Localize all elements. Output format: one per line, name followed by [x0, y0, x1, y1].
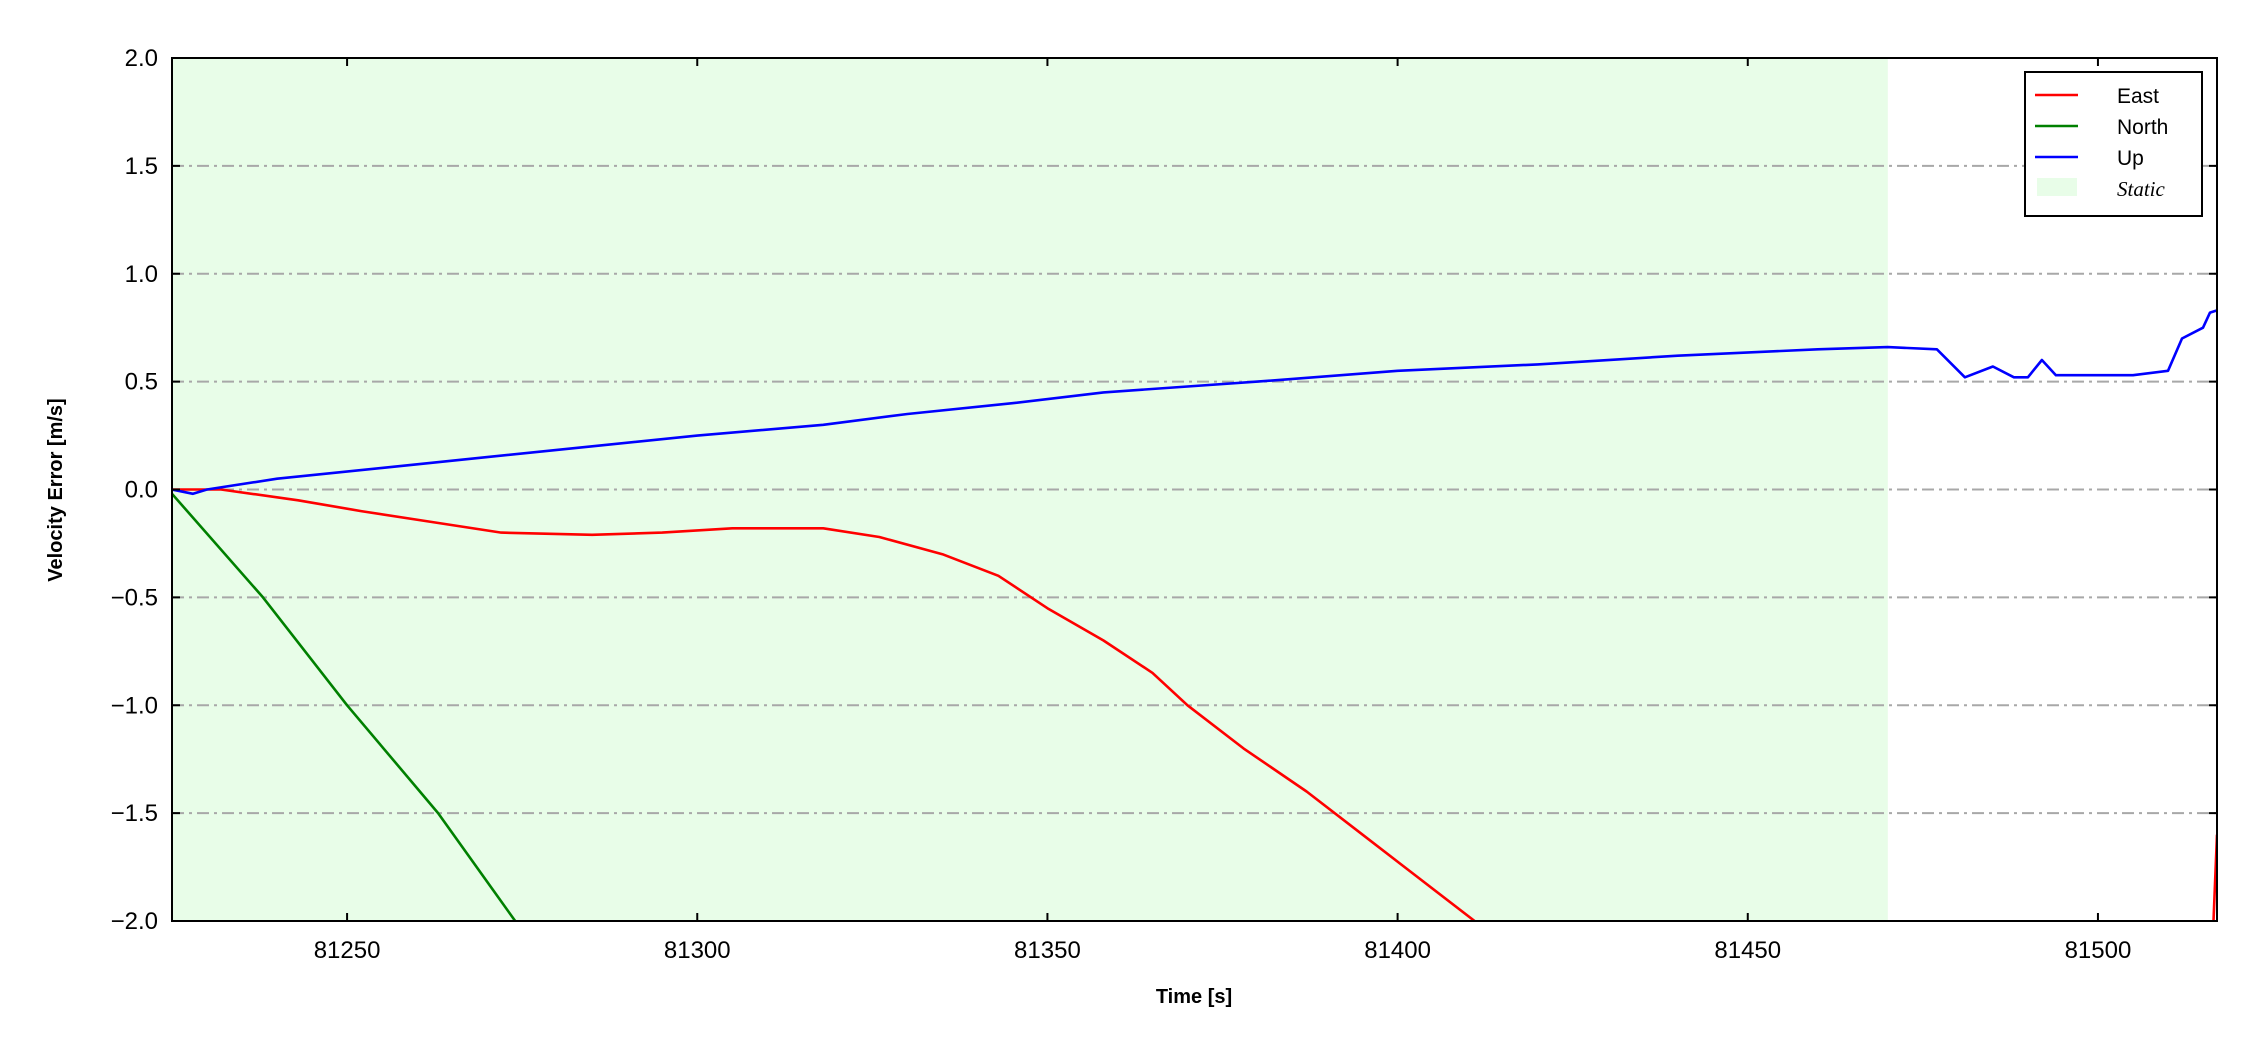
y-tick-label: 0.5 — [125, 369, 158, 396]
y-tick-label: 1.0 — [125, 261, 158, 288]
series-line-east — [172, 488, 1476, 921]
y-tick-label: −0.5 — [111, 584, 158, 611]
series-lines — [172, 309, 2217, 921]
x-tick-label: 81250 — [314, 937, 381, 964]
legend-label-static: Static — [2117, 177, 2166, 201]
series-line-up — [172, 309, 2217, 496]
x-axis-label: Time [s] — [1156, 986, 1232, 1008]
y-tick-label: −2.0 — [111, 908, 158, 935]
x-tick-label: 81350 — [1014, 937, 1081, 964]
y-tick-label: −1.5 — [111, 800, 158, 827]
legend: East North Up Static — [2024, 71, 2203, 217]
x-tick-label: 81300 — [664, 937, 731, 964]
x-tick-label: 81400 — [1364, 937, 1431, 964]
y-tick-label: 2.0 — [125, 45, 158, 72]
legend-label-up: Up — [2117, 147, 2144, 170]
legend-swatch-static — [2037, 178, 2077, 196]
gridlines — [172, 164, 2217, 815]
x-tick-label: 81500 — [2065, 937, 2132, 964]
y-tick-label: 1.5 — [125, 153, 158, 180]
x-tick-label: 81450 — [1714, 937, 1781, 964]
series-line-north — [172, 492, 517, 921]
legend-label-east: East — [2117, 85, 2159, 108]
legend-label-north: North — [2117, 116, 2168, 139]
y-tick-label: 0.0 — [125, 477, 158, 504]
y-tick-label: −1.0 — [111, 692, 158, 719]
y-axis-label: Velocity Error [m/s] — [45, 398, 67, 581]
axis-ticks: −2.0 −1.5 −1.0 −0.5 0.0 0.5 1.0 1.5 2.0 81250 8130… — [111, 45, 2217, 964]
